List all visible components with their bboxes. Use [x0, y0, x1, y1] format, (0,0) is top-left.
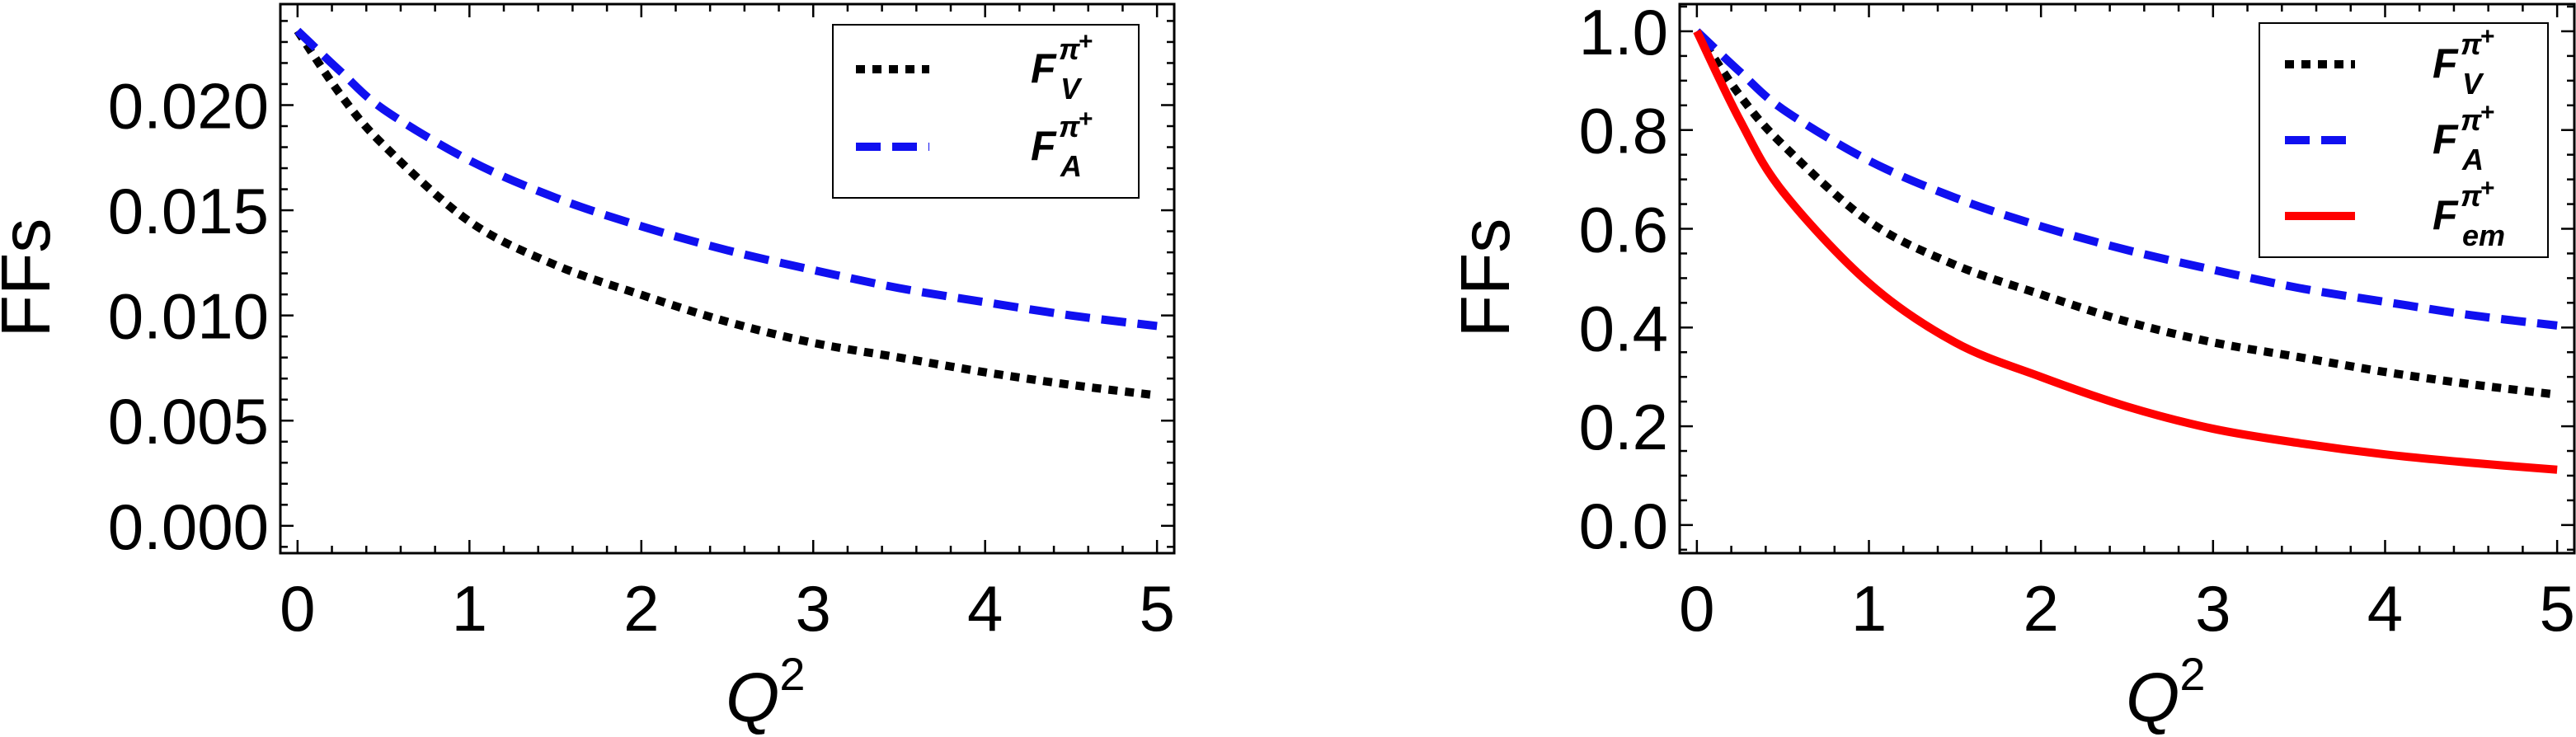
- legend-label-supsup: +: [2480, 175, 2495, 202]
- legend-label-FV: F: [2433, 40, 2459, 87]
- legend-label-sup: π: [1059, 32, 1080, 66]
- series-line-FV: [294, 28, 1158, 400]
- x-tick-label: 1: [1851, 572, 1887, 645]
- legend-label-sub: V: [2462, 67, 2484, 101]
- y-axis-label: FFs: [0, 218, 64, 338]
- x-tick-label: 1: [452, 572, 487, 645]
- legend-label-sup: π: [2461, 103, 2482, 137]
- x-axis-label-sup: 2: [2179, 648, 2205, 700]
- y-tick-label: 0.015: [108, 175, 269, 247]
- x-axis-label: Q2: [2126, 648, 2206, 736]
- legend-label-Fem: F: [2433, 192, 2459, 238]
- legend-label-supsup: +: [2480, 99, 2495, 126]
- x-tick-label: 2: [623, 572, 659, 645]
- x-tick-label: 3: [796, 572, 831, 645]
- legend-box: [832, 24, 1140, 199]
- x-tick-label: 4: [2367, 572, 2403, 645]
- legend-label-sub: A: [2461, 143, 2484, 176]
- legend-label-FA: F: [1031, 123, 1057, 169]
- legend-label-FA: F: [2433, 116, 2459, 162]
- y-tick-label: 0.0: [1579, 490, 1668, 562]
- x-tick-label: 4: [967, 572, 1003, 645]
- legend-label-sup: π: [2461, 179, 2482, 213]
- legend-label-sub: V: [1060, 72, 1083, 106]
- x-tick-label: 5: [2539, 572, 2574, 645]
- series-line-FV: [1693, 29, 2558, 399]
- x-tick-label: 0: [280, 572, 315, 645]
- legend-label-supsup: +: [2480, 23, 2495, 50]
- y-tick-label: 0.4: [1579, 292, 1668, 364]
- y-tick-label: 1.0: [1579, 0, 1668, 68]
- x-axis-label: Q2: [726, 648, 806, 736]
- y-axis-label: FFs: [1446, 218, 1524, 338]
- y-tick-label: 0.010: [108, 280, 269, 353]
- legend-label-sup: π: [2461, 27, 2482, 61]
- legend-label-sup: π: [1059, 110, 1080, 143]
- y-tick-label: 0.8: [1579, 95, 1668, 167]
- x-axis-label-base: Q: [726, 659, 779, 736]
- x-tick-label: 0: [1679, 572, 1714, 645]
- series-line-Fem: [1693, 29, 2558, 474]
- series-line-FA: [294, 27, 1158, 331]
- x-tick-label: 5: [1139, 572, 1174, 645]
- plot-frame: [279, 2, 1176, 555]
- legend-label-sub: em: [2462, 218, 2505, 252]
- y-tick-label: 0.005: [108, 385, 269, 458]
- y-tick-label: 0.020: [108, 69, 269, 142]
- y-tick-label: 0.6: [1579, 194, 1668, 266]
- x-tick-label: 2: [2023, 572, 2058, 645]
- x-tick-label: 3: [2195, 572, 2230, 645]
- y-tick-label: 0.2: [1579, 391, 1668, 463]
- legend-label-sub: A: [1060, 149, 1082, 183]
- legend-label-supsup: +: [1079, 28, 1093, 55]
- x-axis-label-base: Q: [2126, 659, 2179, 736]
- series-line-FA: [1694, 28, 2558, 330]
- y-tick-label: 0.000: [108, 491, 269, 563]
- legend-label-FV: F: [1031, 45, 1057, 92]
- x-axis-label-sup: 2: [779, 648, 805, 700]
- legend-label-supsup: +: [1079, 106, 1093, 133]
